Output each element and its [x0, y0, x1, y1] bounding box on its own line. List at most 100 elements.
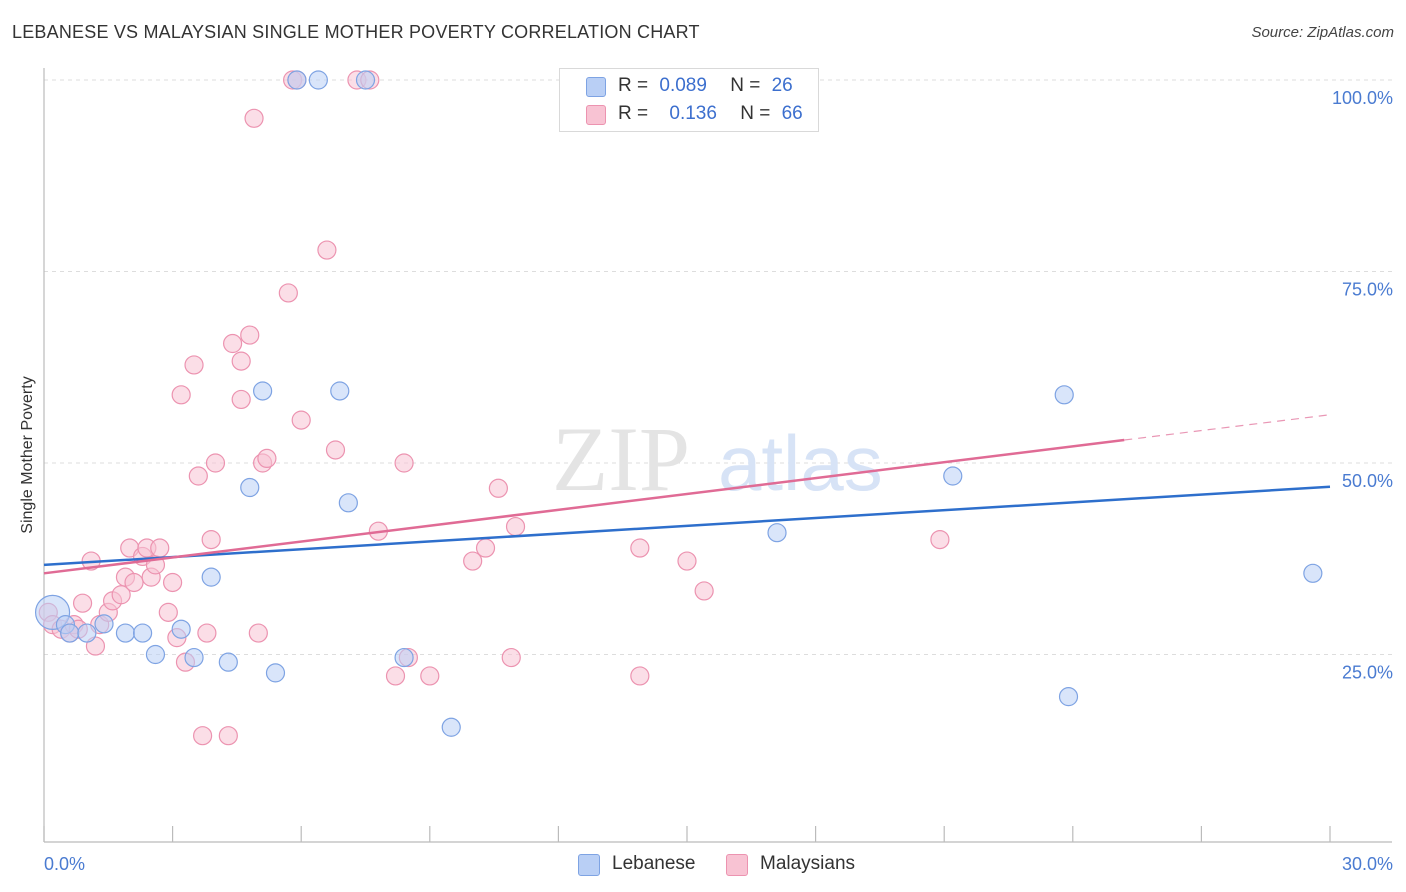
lebanese-point-12: [240, 477, 260, 498]
y-tick-label-50: 50.0%: [1342, 471, 1393, 491]
malaysians-point-46: [325, 440, 346, 460]
bottom-lebanese-label: Lebanese: [612, 853, 696, 874]
lebanese-point-18: [338, 493, 358, 513]
y-tick-label-100: 100.0%: [1332, 88, 1393, 108]
legend-lebanese-text: R = 0.089 N = 26: [618, 75, 793, 97]
malaysians-point-6: [72, 593, 93, 613]
lebanese-swatch: [586, 77, 606, 97]
malaysians-point-34: [231, 351, 251, 371]
trend-lines: [43, 414, 1331, 575]
watermark-atlas: atlas: [718, 419, 883, 507]
tick-labels: 25.0% 50.0% 75.0% 100.0% 0.0% 30.0%: [44, 88, 1393, 874]
malaysians-point-32: [218, 726, 238, 746]
malaysians-point-58: [505, 516, 526, 537]
lebanese-point-23: [943, 466, 963, 486]
malaysians-point-31: [205, 453, 226, 473]
lebanese-point-15: [287, 70, 307, 90]
malaysians-point-59: [630, 538, 650, 558]
malaysians-point-26: [184, 355, 204, 375]
legend-malaysians-text: R = 0.136 N = 66: [618, 103, 803, 125]
malaysians-point-29: [197, 623, 217, 643]
malaysians-point-41: [278, 283, 298, 303]
legend-malaysians-n-label: N =: [740, 103, 771, 124]
lebanese-point-22: [767, 523, 787, 543]
legend-lebanese-r-label: R =: [618, 75, 649, 96]
malaysians-point-37: [244, 108, 264, 128]
lebanese-point-7: [145, 644, 166, 665]
bottom-malaysians-label: Malaysians: [760, 853, 856, 874]
correlation-legend: R = 0.089 N = 26 R = 0.136 N = 66: [559, 68, 819, 132]
malaysians-points: [38, 70, 950, 746]
lebanese-point-11: [218, 652, 238, 672]
lebanese-point-6: [132, 623, 153, 643]
lebanese-point-9: [184, 647, 204, 668]
legend-malaysians-n-value: 66: [781, 103, 803, 124]
malaysians-point-44: [291, 410, 311, 430]
malaysians-point-30: [201, 529, 221, 550]
malaysians-point-51: [394, 453, 414, 473]
malaysians-point-24: [171, 385, 191, 405]
malaysians-point-63: [930, 529, 950, 550]
malaysians-point-27: [188, 466, 208, 486]
malaysians-point-50: [385, 666, 406, 686]
malaysians-point-20: [150, 538, 170, 558]
legend-lebanese-n-value: 26: [771, 75, 793, 96]
malaysians-point-55: [475, 538, 496, 558]
lebanese-point-25: [1058, 687, 1079, 707]
lebanese-point-21: [441, 717, 461, 737]
watermark-zip: ZIP: [552, 408, 690, 510]
malaysians-point-61: [677, 551, 697, 571]
y-tick-label-75: 75.0%: [1342, 280, 1393, 300]
malaysians-point-40: [257, 448, 277, 469]
bottom-lebanese-swatch: [578, 854, 600, 876]
malaysians-point-15: [124, 572, 144, 593]
malaysians-point-12: [111, 585, 131, 605]
malaysians-point-53: [420, 666, 440, 686]
lebanese-point-19: [355, 70, 376, 90]
lebanese-point-17: [330, 381, 350, 401]
lebanese-point-13: [253, 381, 273, 401]
lebanese-point-4: [94, 614, 114, 634]
malaysians-trend-line-extension: [1124, 414, 1331, 441]
lebanese-point-5: [115, 623, 136, 643]
lebanese-point-3: [77, 623, 97, 643]
malaysians-point-62: [694, 581, 714, 601]
malaysians-point-54: [463, 551, 483, 571]
malaysians-point-60: [630, 666, 650, 686]
malaysians-point-28: [193, 726, 213, 746]
zipatlas-watermark: ZIP atlas: [552, 408, 883, 510]
y-tick-label-25: 25.0%: [1342, 663, 1393, 683]
lebanese-point-2: [60, 623, 80, 643]
lebanese-point-16: [308, 70, 328, 90]
malaysians-point-33: [223, 333, 243, 354]
malaysians-swatch: [586, 105, 606, 125]
malaysians-point-56: [488, 478, 508, 498]
legend-malaysians-r-label: R =: [618, 103, 649, 124]
legend-malaysians-r-value: 0.136: [669, 103, 717, 124]
malaysians-point-21: [158, 602, 178, 622]
lebanese-point-20: [394, 647, 414, 668]
x-tick-label-1: 30.0%: [1342, 854, 1393, 874]
malaysians-trend-line: [43, 438, 1125, 575]
lebanese-trend-line: [43, 485, 1331, 567]
axes: [43, 68, 1392, 843]
lebanese-point-14: [265, 663, 286, 683]
lebanese-point-26: [1303, 563, 1323, 583]
malaysians-point-36: [240, 325, 260, 345]
malaysians-point-22: [163, 572, 183, 593]
malaysians-point-57: [501, 647, 521, 668]
lebanese-point-8: [171, 619, 191, 639]
lebanese-point-24: [1054, 385, 1074, 405]
lebanese-points: [34, 70, 1323, 737]
malaysians-point-45: [317, 240, 337, 260]
lebanese-point-10: [201, 567, 221, 587]
legend-lebanese-n-label: N =: [730, 75, 761, 96]
malaysians-point-38: [248, 623, 268, 643]
malaysians-point-35: [231, 389, 251, 410]
bottom-malaysians-swatch: [726, 854, 748, 876]
x-tick-label-0: 0.0%: [44, 854, 85, 874]
legend-lebanese-r-value: 0.089: [659, 75, 707, 96]
chart-title: LEBANESE VS MALAYSIAN SINGLE MOTHER POVE…: [12, 22, 700, 42]
chart-source: Source: ZipAtlas.com: [1251, 24, 1394, 41]
